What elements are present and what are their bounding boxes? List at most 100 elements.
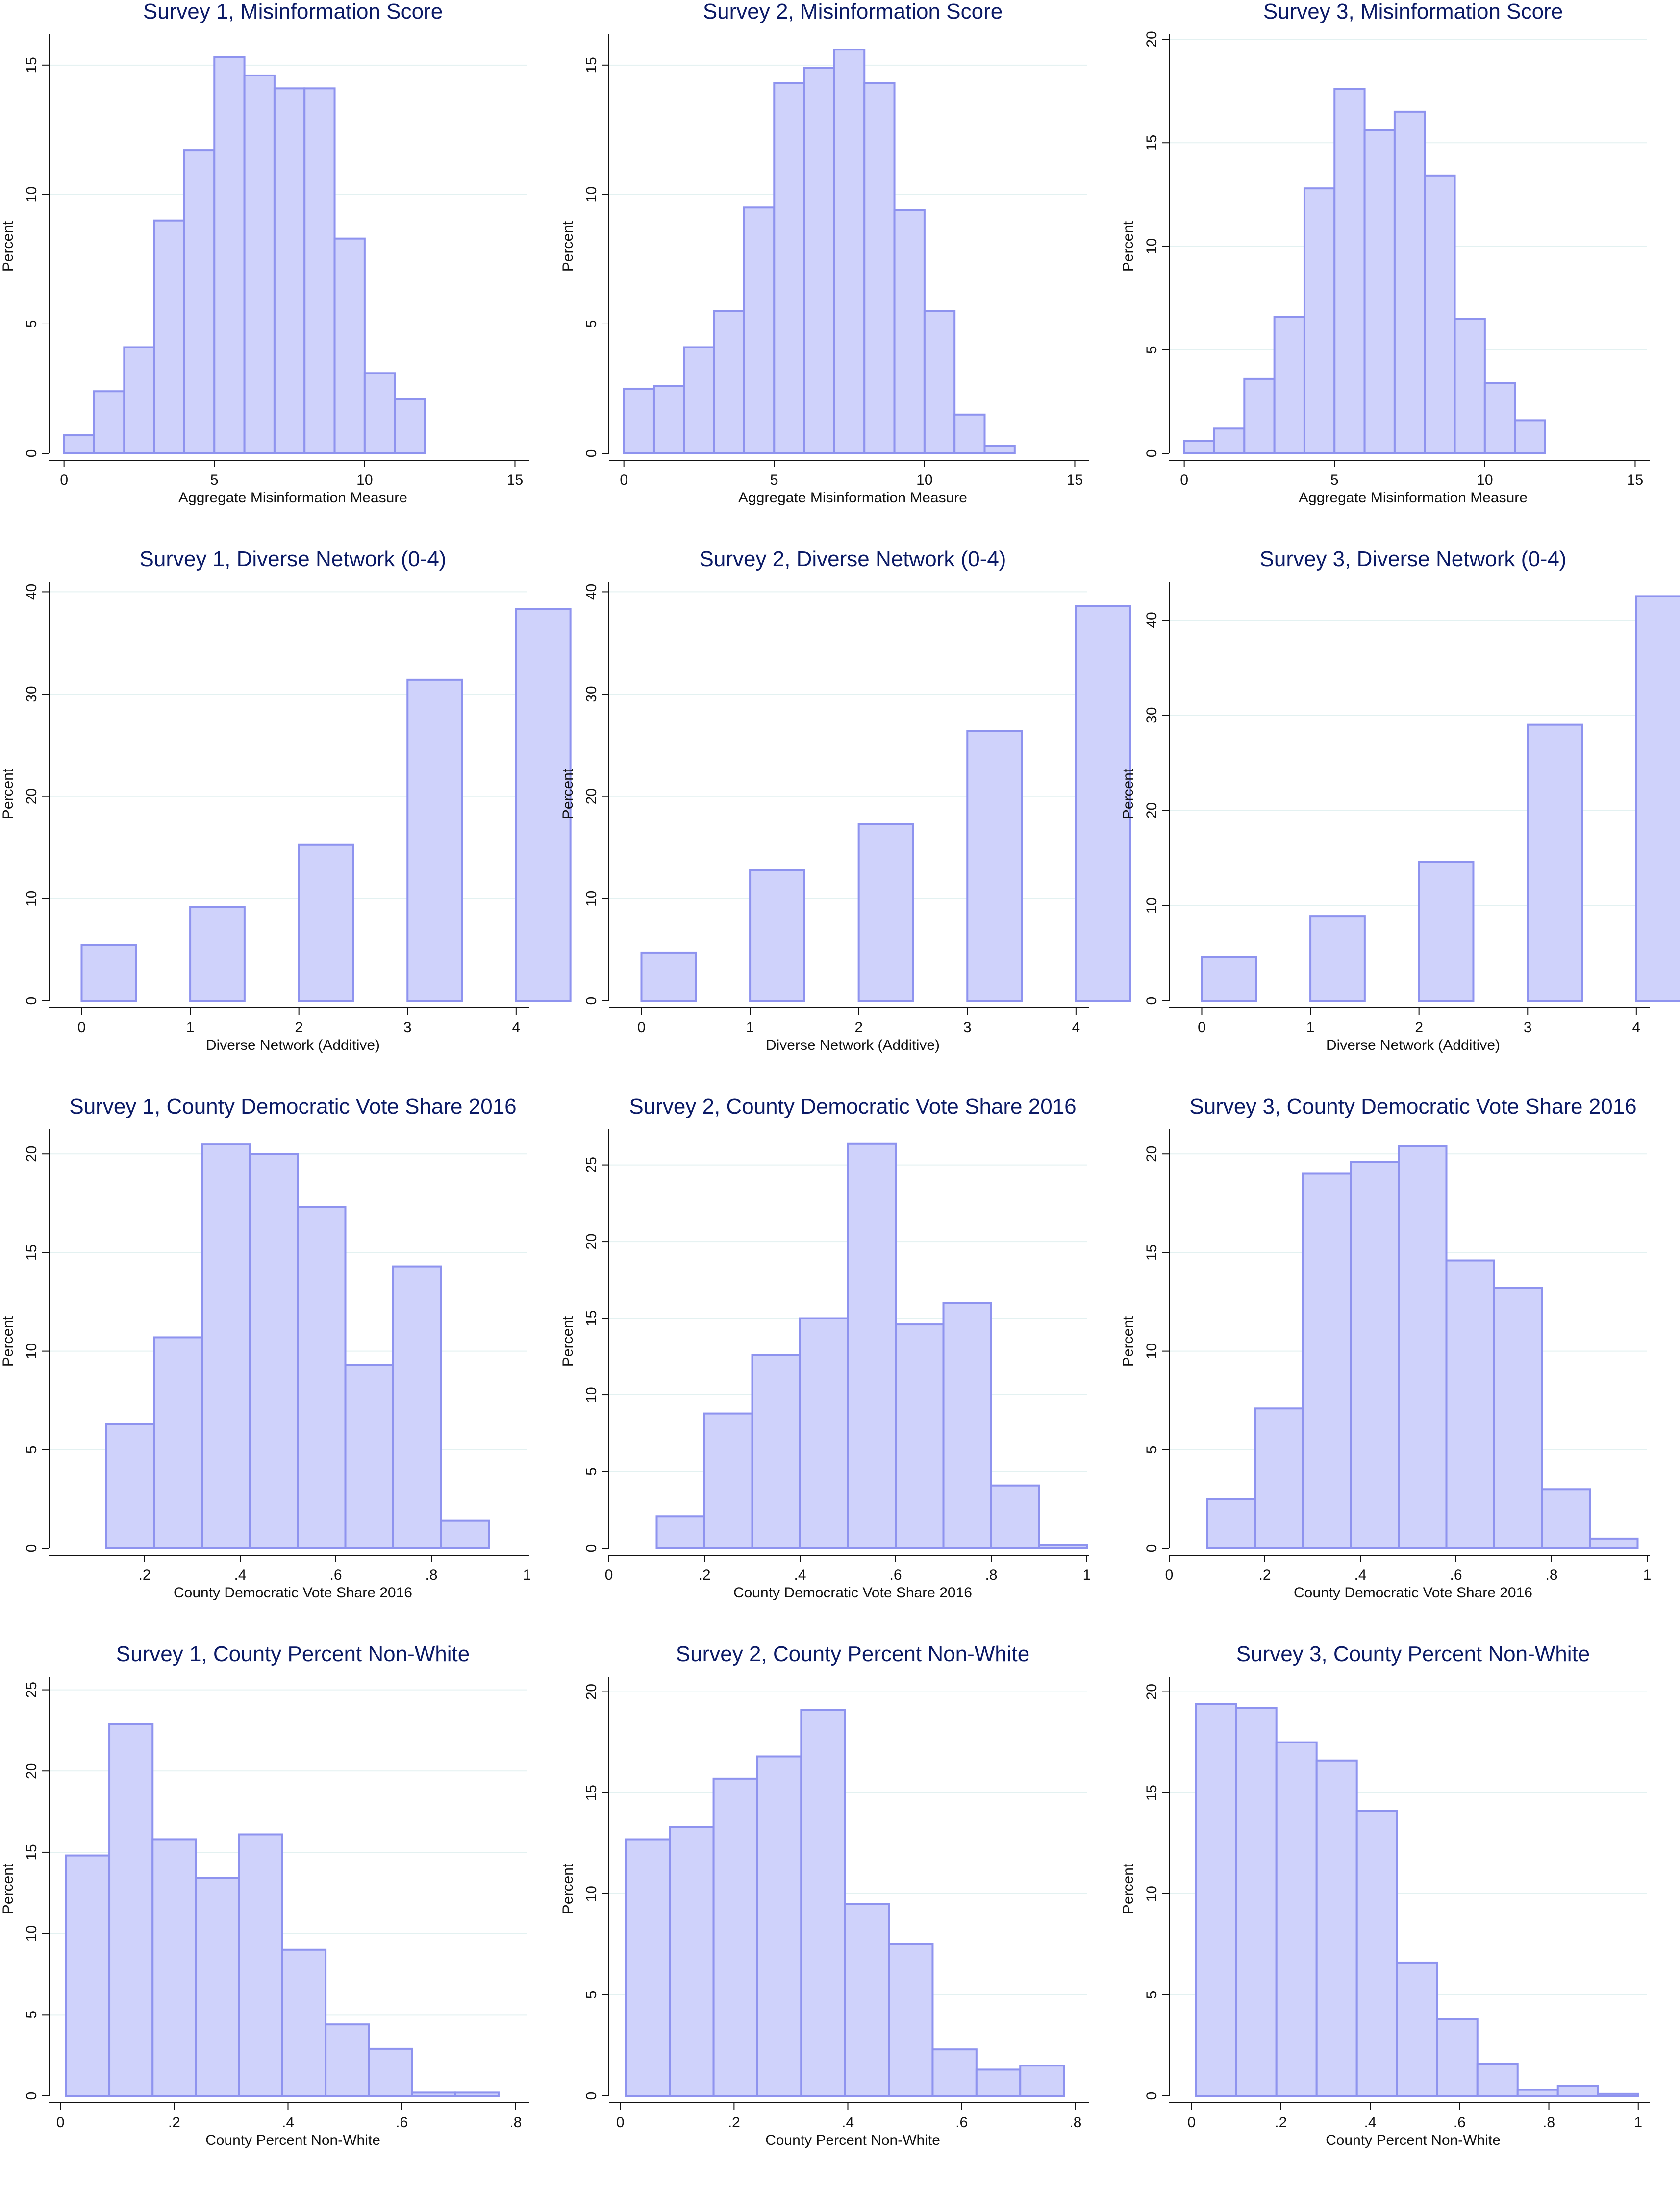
histogram-bar: [1476, 2063, 1519, 2097]
y-axis-label: Percent: [560, 1316, 576, 1367]
chart-svg-s1-mis: 0 5 10 15 0 5 10 15 Survey 1, Misinformation Sco…: [0, 0, 529, 506]
histogram-bar: [1418, 861, 1475, 1002]
chart-title: Survey 3, Misinformation Score: [1263, 0, 1563, 24]
histogram-bar: [363, 372, 396, 454]
y-tick-label: 15: [24, 57, 40, 73]
histogram-bar: [623, 387, 655, 454]
chart-panel-s2-net: 0 10 20 30 40 0 1 2 3 4 Survey 2, Diverse Network …: [560, 547, 1131, 1095]
chart-title: Survey 3, County Democratic Vote Share 2…: [1189, 1095, 1636, 1119]
histogram-bar: [703, 1412, 753, 1549]
x-axis-label: Diverse Network (Additive): [1326, 1037, 1500, 1053]
histogram-bar: [411, 2091, 456, 2097]
x-tick-label: 15: [1627, 472, 1643, 488]
histogram-bar: [213, 56, 246, 454]
y-tick-label: 5: [24, 1445, 40, 1454]
x-tick-label: .4: [1354, 1567, 1366, 1583]
histogram-bar: [800, 1709, 846, 2097]
histogram-bar: [515, 608, 572, 1002]
y-axis-label: Percent: [1120, 221, 1136, 272]
x-tick-label: .4: [842, 2115, 854, 2131]
histogram-bar: [1235, 1707, 1278, 2097]
x-axis-label: Diverse Network (Additive): [766, 1037, 940, 1053]
chart-svg-s1-dem: 0 5 10 15 20 .2 .4 .6 .8 1 Survey 1, County Democr…: [0, 1095, 531, 1601]
histogram-bar: [243, 74, 276, 454]
x-tick-label: 3: [1524, 1020, 1532, 1036]
y-tick-label: 5: [24, 2011, 40, 2019]
y-axis-label: Percent: [0, 1863, 16, 1914]
y-tick-label: 10: [24, 891, 40, 907]
chart-svg-s2-dem: 0 5 10 15 20 25 0 .2 .4 .6 .8 1 Survey 2, County Dem…: [560, 1095, 1091, 1601]
x-tick-label: .6: [329, 1567, 342, 1583]
histogram-bar: [863, 82, 896, 454]
x-tick-label: 1: [523, 1567, 531, 1583]
chart-title: Survey 3, County Percent Non-White: [1236, 1642, 1590, 1666]
x-tick-label: .6: [396, 2115, 408, 2131]
histogram-bar: [1445, 1259, 1495, 1549]
x-tick-label: 1: [1306, 1020, 1315, 1036]
histogram-bar: [743, 206, 776, 454]
y-tick-label: 20: [24, 1763, 40, 1779]
x-tick-label: 5: [210, 472, 219, 488]
x-tick-label: .2: [1258, 1567, 1271, 1583]
y-tick-label: 15: [583, 1785, 600, 1801]
chart-svg-s3-mis: 0 5 10 15 20 0 5 10 15 Survey 3, Misinformation S…: [1120, 0, 1650, 506]
histogram-bar: [756, 1755, 802, 2097]
histogram-bar: [1355, 1810, 1398, 2097]
y-tick-label: 0: [24, 1544, 40, 1553]
histogram-bar: [803, 67, 835, 454]
histogram-bar: [238, 1833, 283, 2097]
y-tick-label: 15: [24, 1844, 40, 1860]
histogram-bar: [1019, 2065, 1065, 2097]
y-tick-label: 0: [24, 2092, 40, 2100]
x-axis-label: County Percent Non-White: [205, 2132, 380, 2148]
y-tick-label: 10: [583, 1387, 600, 1403]
histogram-bar: [1493, 1287, 1543, 1550]
x-tick-label: 15: [507, 472, 523, 488]
y-tick-label: 10: [1144, 1343, 1160, 1359]
y-tick-label: 15: [24, 1244, 40, 1261]
x-tick-label: 5: [1330, 472, 1339, 488]
histogram-bar: [325, 2023, 370, 2097]
histogram-bar: [1527, 723, 1583, 1002]
x-tick-label: .8: [1543, 2115, 1555, 2131]
histogram-bar: [923, 310, 956, 454]
histogram-bar: [1195, 1703, 1237, 2097]
histogram-bar: [799, 1317, 849, 1549]
x-tick-label: 1: [186, 1020, 195, 1036]
chart-title: Survey 2, County Democratic Vote Share 2…: [629, 1095, 1076, 1119]
histogram-bar: [713, 310, 745, 454]
histogram-bar: [297, 1206, 347, 1549]
y-tick-label: 5: [24, 320, 40, 328]
x-axis-label: County Democratic Vote Share 2016: [1294, 1585, 1532, 1601]
chart-panel-s1-nw: 0 5 10 15 20 25 0 .2 .4 .6 .8 Survey 1, County Perc…: [0, 1642, 560, 2190]
histogram-bar: [394, 398, 426, 454]
chart-panel-s1-mis: 0 5 10 15 0 5 10 15 Survey 1, Misinformation Sco…: [0, 0, 560, 548]
histogram-bar: [406, 678, 463, 1002]
x-tick-label: 4: [1072, 1020, 1080, 1036]
y-tick-label: 30: [1144, 707, 1160, 723]
histogram-bar: [151, 1838, 197, 2097]
histogram-bar: [344, 1364, 394, 1549]
x-tick-label: .8: [425, 1567, 437, 1583]
histogram-bar: [983, 445, 1016, 454]
histogram-bar: [1589, 1537, 1639, 1550]
y-tick-label: 10: [1144, 1886, 1160, 1902]
x-tick-label: 1: [746, 1020, 754, 1036]
x-tick-label: 1: [1083, 1567, 1091, 1583]
histogram-bar: [333, 237, 366, 454]
y-tick-label: 10: [583, 1886, 600, 1902]
x-tick-label: .8: [509, 2115, 522, 2131]
y-axis-label: Percent: [0, 1316, 16, 1367]
y-tick-label: 20: [1144, 31, 1160, 47]
chart-svg-s3-net: 0 10 20 30 40 0 1 2 3 4 Survey 3, Diverse Network …: [1120, 547, 1680, 1053]
histogram-bar: [1333, 88, 1366, 454]
histogram-bar: [80, 944, 137, 1002]
y-tick-label: 10: [1144, 238, 1160, 254]
y-tick-label: 20: [583, 1233, 600, 1249]
y-tick-label: 0: [1144, 2092, 1160, 2100]
y-tick-label: 0: [1144, 1544, 1160, 1553]
chart-panel-s2-mis: 0 5 10 15 0 5 10 15 Survey 2, Misinformation Sco…: [560, 0, 1120, 548]
histogram-bar: [652, 385, 685, 454]
histogram-bar: [1303, 187, 1336, 454]
